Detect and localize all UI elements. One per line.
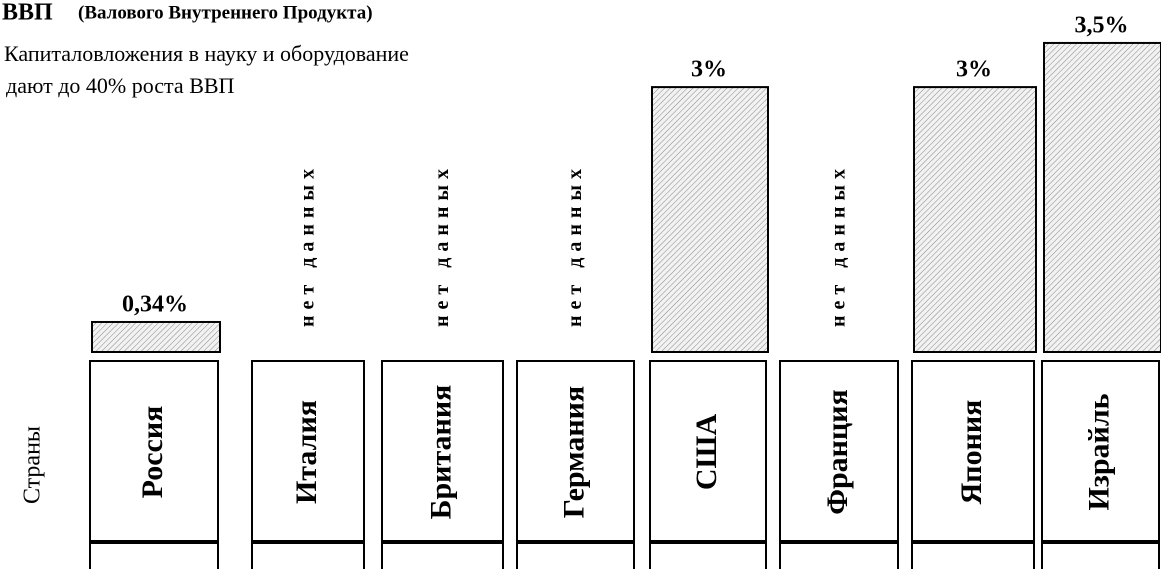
category-label: Британия xyxy=(424,385,457,520)
category-box-lower xyxy=(516,542,635,569)
category-box xyxy=(251,360,365,542)
no-data-label: нет данных xyxy=(828,163,850,327)
category-box-lower xyxy=(381,542,504,569)
category-label: Германия xyxy=(557,386,590,518)
category-label: Израйль xyxy=(1082,393,1115,510)
x-axis-label: Страны xyxy=(20,426,46,504)
bar xyxy=(651,86,769,353)
category-box xyxy=(779,360,899,542)
category-label: США xyxy=(690,414,723,491)
category-label: Япония xyxy=(955,400,988,505)
value-label: 0,34% xyxy=(122,291,188,317)
category-label: Россия xyxy=(136,406,169,499)
subtitle-line: Капиталовложения в науку и оборудование xyxy=(4,41,409,66)
category-box-lower xyxy=(911,542,1035,569)
bar xyxy=(91,320,221,353)
value-label: 3,5% xyxy=(1075,12,1129,38)
category-box-lower xyxy=(649,542,767,569)
category-box xyxy=(89,360,219,542)
value-label: 3% xyxy=(691,57,727,83)
category-box xyxy=(1041,360,1160,542)
bar xyxy=(913,86,1037,353)
no-data-label: нет данных xyxy=(564,163,586,327)
chart-title-note: (Валового Внутреннего Продукта) xyxy=(78,2,373,23)
category-box xyxy=(649,360,767,542)
category-label: Италия xyxy=(290,400,323,504)
category-box-lower xyxy=(1041,542,1160,569)
chart-title: ВВП xyxy=(2,0,53,26)
category-box xyxy=(381,360,504,542)
category-box xyxy=(516,360,635,542)
category-box xyxy=(911,360,1035,542)
no-data-label: нет данных xyxy=(431,163,453,327)
bar xyxy=(1043,41,1161,353)
value-label: 3% xyxy=(956,57,992,83)
category-box-lower xyxy=(779,542,899,569)
category-box-lower xyxy=(251,542,365,569)
category-box-lower xyxy=(89,542,219,569)
category-label: Франция xyxy=(821,389,854,515)
no-data-label: нет данных xyxy=(297,163,319,327)
subtitle-line: дают до 40% роста ВВП xyxy=(6,73,235,98)
